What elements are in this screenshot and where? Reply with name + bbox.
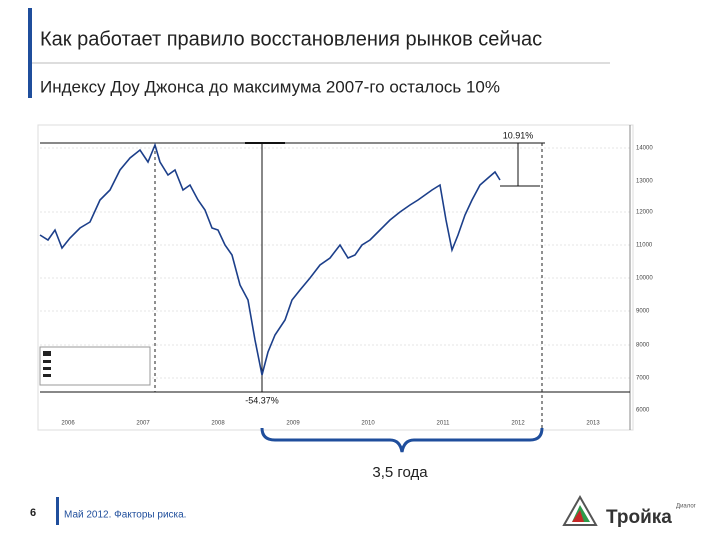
year-label: 2013 <box>586 421 600 427</box>
year-label: 2010 <box>361 421 375 427</box>
brace <box>260 427 544 453</box>
title: Как работает правило восстановления рынк… <box>40 28 542 50</box>
price-line <box>39 142 501 376</box>
year-label: 2006 <box>61 421 75 427</box>
chart-image: 10.91% -54.37% 2006 2007 2008 2009 2010 2011 2… <box>37 124 653 431</box>
logo-sub: Диалог <box>676 504 697 510</box>
year-label: 2011 <box>437 421 451 427</box>
footer-bar <box>56 497 59 525</box>
span-label: 3,5 года <box>372 464 428 481</box>
page-number: 6 <box>30 507 36 519</box>
year-label: 2008 <box>211 421 225 427</box>
y-label: 10000 <box>636 276 653 282</box>
title-bar <box>28 8 32 98</box>
y-label: 7000 <box>636 376 650 382</box>
legend-box <box>39 346 151 386</box>
y-label: 8000 <box>636 343 650 349</box>
rise-label: 10.91% <box>503 130 534 140</box>
footer-text: Май 2012. Факторы риска. <box>64 510 186 521</box>
y-label: 9000 <box>636 309 650 315</box>
y-label: 14000 <box>636 146 653 152</box>
y-label: 13000 <box>636 179 653 185</box>
year-label: 2009 <box>286 421 300 427</box>
year-label: 2007 <box>136 421 150 427</box>
y-label: 11000 <box>636 243 653 249</box>
drop-label: -54.37% <box>245 395 279 405</box>
year-label: 2012 <box>511 421 525 427</box>
legend-swatches <box>43 351 51 377</box>
y-label: 12000 <box>636 210 653 216</box>
logo: Тройка <box>606 507 672 528</box>
logo-mark <box>562 494 598 526</box>
y-label: 6000 <box>636 408 650 414</box>
subtitle: Индексу Доу Джонса до максимума 2007-го … <box>40 77 500 96</box>
